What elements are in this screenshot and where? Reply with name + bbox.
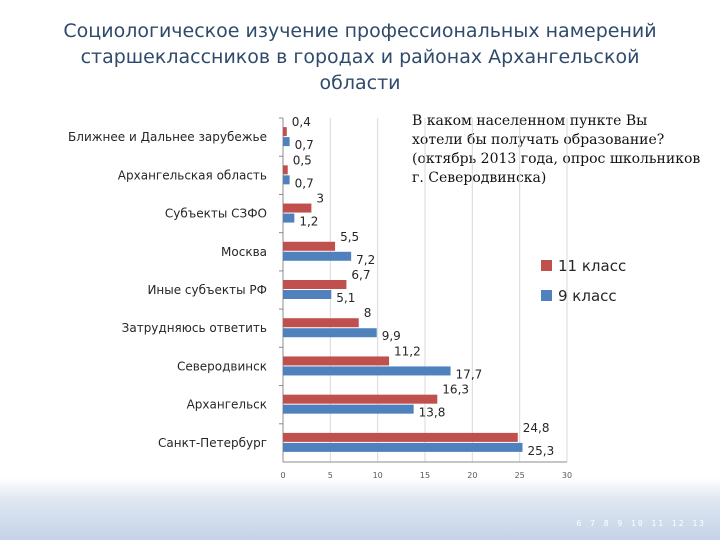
- data-label: 0,7: [295, 138, 314, 152]
- bar-grade9: [283, 137, 290, 147]
- x-tick-label: 5: [328, 471, 333, 480]
- bar-chart: Ближнее и Дальнее зарубежье Архангельская…: [68, 115, 626, 480]
- x-tick-label: 20: [467, 471, 477, 480]
- data-label: 9,9: [382, 329, 401, 343]
- category-label: Затрудняюсь ответить: [122, 321, 267, 335]
- bar-grade9: [283, 442, 523, 452]
- x-tick-label: 30: [562, 471, 572, 480]
- bar-grade11: [283, 356, 390, 366]
- data-labels: 0,40,70,50,731,25,57,26,75,189,911,217,7…: [292, 115, 554, 458]
- data-label: 1,2: [299, 215, 318, 229]
- data-label: 8: [364, 306, 372, 320]
- data-label: 6,7: [351, 268, 370, 282]
- category-label: Архангельская область: [118, 168, 267, 182]
- slide-title: Социологическое изучение профессиональны…: [63, 20, 657, 94]
- bar-grade9: [283, 251, 352, 261]
- x-tick-labels: 0 5 10 15 20 25 30: [280, 471, 572, 480]
- legend-swatch: [541, 290, 552, 301]
- bar-grade11: [283, 318, 359, 328]
- bar-grade11: [283, 394, 438, 404]
- bar-grade9: [283, 175, 290, 185]
- x-tick-label: 0: [280, 471, 285, 480]
- category-label: Ближнее и Дальнее зарубежье: [68, 130, 267, 144]
- data-label: 5,1: [336, 291, 355, 305]
- category-label: Архангельск: [187, 398, 267, 412]
- category-label: Москва: [221, 245, 267, 259]
- data-label: 17,7: [456, 367, 483, 381]
- bar-grade9: [283, 213, 295, 223]
- legend-label: 11 класс: [558, 257, 626, 275]
- bar-grade11: [283, 127, 287, 137]
- bar-grade9: [283, 328, 377, 338]
- category-label: Иные субъекты РФ: [147, 283, 267, 297]
- bar-grade11: [283, 241, 336, 251]
- survey-question: В каком населенном пункте Вы хотели бы п…: [412, 113, 701, 186]
- bar-grade11: [283, 280, 347, 289]
- data-label: 24,8: [523, 421, 550, 435]
- category-label: Северодвинск: [177, 359, 267, 373]
- bar-grade9: [283, 404, 414, 414]
- category-label: Субъекты СЗФО: [165, 207, 267, 221]
- data-label: 0,5: [293, 153, 312, 167]
- data-label: 16,3: [442, 383, 469, 397]
- data-label: 13,8: [419, 406, 446, 420]
- category-labels: Ближнее и Дальнее зарубежье Архангельская…: [68, 130, 267, 450]
- data-label: 0,7: [295, 176, 314, 190]
- legend-swatch: [541, 260, 552, 271]
- bar-grade9: [283, 290, 332, 299]
- data-label: 25,3: [528, 444, 555, 458]
- decorative-footer-band: 6 7 8 9 10 11 12 13: [0, 478, 720, 540]
- legend-label: 9 класс: [558, 287, 617, 305]
- bar-grade11: [283, 165, 288, 175]
- bar-grade11: [283, 432, 518, 442]
- bars: [283, 127, 523, 452]
- bar-grade11: [283, 203, 312, 213]
- data-label: 3: [316, 192, 324, 206]
- x-tick-label: 15: [420, 471, 430, 480]
- data-label: 5,5: [340, 230, 359, 244]
- data-label: 7,2: [356, 253, 375, 267]
- data-label: 0,4: [292, 115, 311, 129]
- legend: 11 класс 9 класс: [541, 257, 626, 305]
- data-label: 11,2: [394, 344, 421, 358]
- x-tick-label: 10: [373, 471, 383, 480]
- category-label: Санкт-Петербург: [158, 436, 267, 450]
- x-tick-label: 25: [515, 471, 525, 480]
- footer-marks: 6 7 8 9 10 11 12 13: [576, 519, 706, 528]
- bar-grade9: [283, 366, 451, 376]
